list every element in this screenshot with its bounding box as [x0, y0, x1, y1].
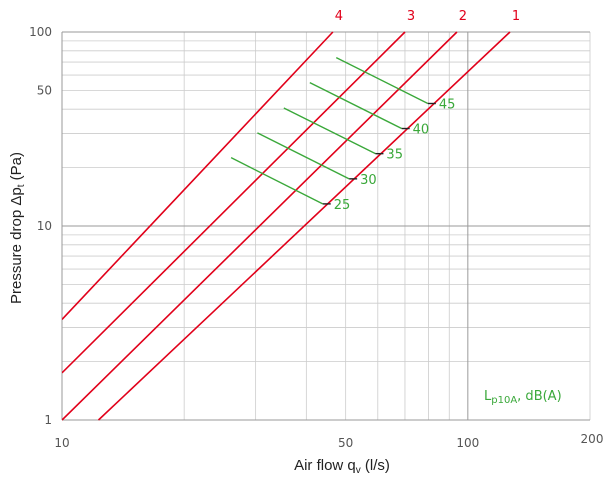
- sound-line-45: [335, 56, 429, 105]
- sound-line-30: [257, 132, 350, 180]
- y-tick-label: 1: [44, 413, 52, 427]
- sound-label-45: 45: [439, 97, 456, 112]
- x-tick-label: 10: [54, 436, 69, 450]
- sound-label-35: 35: [386, 148, 403, 163]
- sound-line-25: [230, 157, 324, 205]
- series-line-2: [62, 31, 458, 421]
- sound-line-40: [309, 82, 402, 130]
- series-label-3: 3: [407, 9, 415, 24]
- series-line-4: [62, 31, 334, 320]
- series-line-3: [62, 31, 406, 374]
- sound-label-40: 40: [413, 123, 430, 138]
- series-line-1: [97, 31, 511, 421]
- sound-level-lines: 25 30 35 40 45: [230, 56, 456, 213]
- series-label-4: 4: [335, 9, 343, 24]
- y-tick-label: 50: [37, 83, 52, 97]
- y-tick-label: 100: [29, 25, 52, 39]
- sound-label-25: 25: [334, 198, 351, 213]
- sound-label-30: 30: [360, 173, 377, 188]
- series-label-1: 1: [512, 9, 520, 24]
- y-tick-label: 10: [37, 219, 52, 233]
- y-axis-title: Pressure drop Δpt (Pa): [8, 152, 27, 304]
- x-tick-label: 200: [581, 432, 604, 446]
- x-tick-label: 50: [338, 436, 353, 450]
- x-axis-title: Air flow qv (l/s): [294, 457, 390, 476]
- series-label-2: 2: [459, 9, 467, 24]
- sound-line-35: [283, 107, 376, 155]
- x-tick-label: 100: [456, 436, 479, 450]
- sound-level-legend: Lp10A, dB(A): [484, 389, 562, 406]
- series-lines: [62, 31, 511, 421]
